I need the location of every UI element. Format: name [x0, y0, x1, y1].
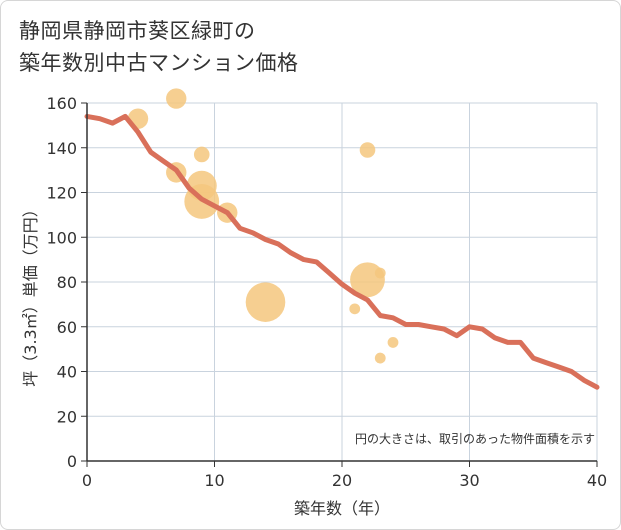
chart-title: 静岡県静岡市葵区緑町の 築年数別中古マンション価格 [19, 15, 299, 79]
x-tick-label: 10 [204, 471, 224, 490]
y-tick-label: 40 [57, 363, 77, 382]
bubble-point [359, 142, 376, 158]
y-tick-label: 140 [46, 139, 77, 158]
x-tick-label: 40 [587, 471, 607, 490]
bubble-point [374, 267, 386, 279]
bubble-point [374, 352, 386, 364]
bubble-point [166, 88, 187, 109]
x-tick-label: 20 [332, 471, 352, 490]
average-price-line [84, 113, 600, 390]
bubble-layer [127, 88, 399, 364]
y-tick-label: 120 [46, 184, 77, 203]
bubble-point [349, 303, 361, 315]
line-layer [84, 113, 600, 390]
y-axis-label: 坪（3.3㎡）単価（万円） [21, 201, 40, 386]
x-tick-label: 30 [459, 471, 479, 490]
x-axis-label: 築年数（年） [294, 499, 390, 518]
bubble-point [193, 146, 210, 163]
chart-title-line-1: 静岡県静岡市葵区緑町の [19, 19, 256, 43]
grid [87, 102, 598, 461]
y-tick-label: 160 [46, 94, 77, 113]
bubble-point [245, 282, 286, 322]
y-tick-label: 20 [57, 407, 77, 426]
x-tick-label: 0 [82, 471, 92, 490]
bubble-point [387, 337, 399, 348]
axes: 0 20 40 60 80 100 120 140 160 0 10 20 30 40 [46, 94, 607, 490]
axis-labels: 円の大きさは、取引のあった物件面積を示す 築年数（年） 坪（3.3㎡）単価（万円… [21, 201, 595, 518]
y-tick-label: 60 [57, 318, 77, 337]
y-tick-label: 0 [67, 452, 77, 471]
chart-title-line-2: 築年数別中古マンション価格 [19, 51, 299, 75]
y-tick-label: 80 [57, 273, 77, 292]
y-tick-label: 100 [46, 228, 77, 247]
bubble-size-note: 円の大きさは、取引のあった物件面積を示す [355, 431, 595, 446]
